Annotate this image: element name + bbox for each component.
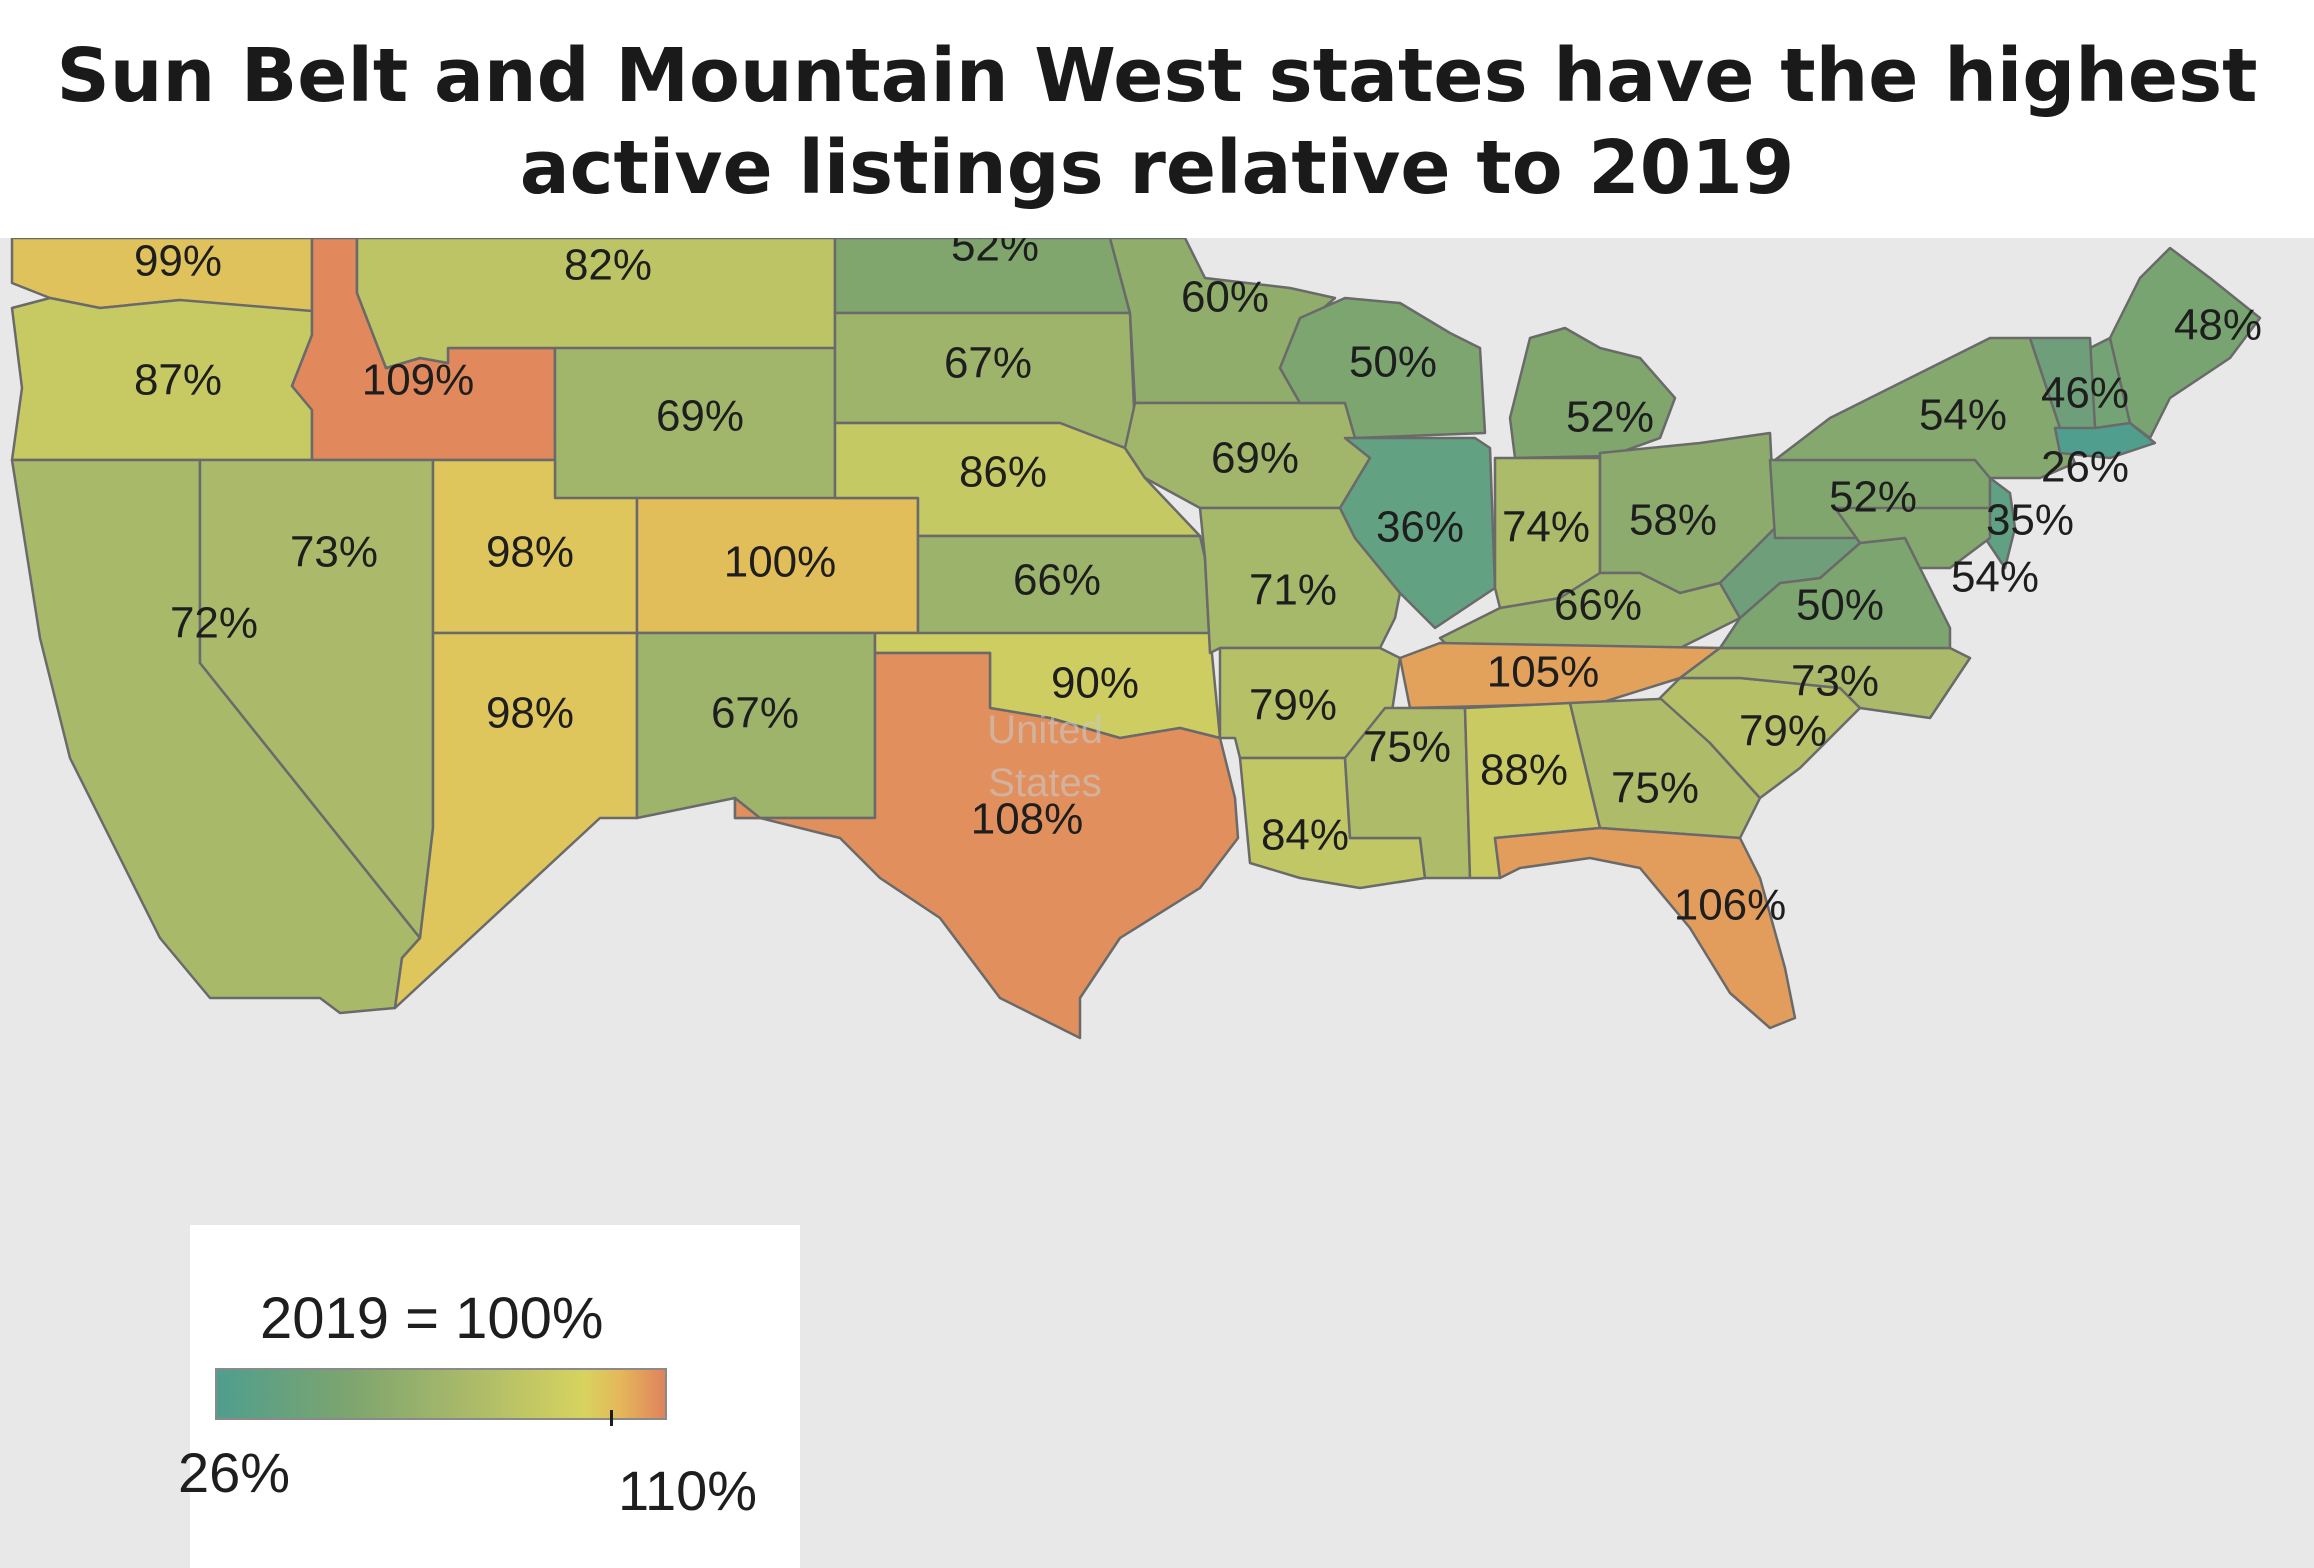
state-label-wa: 99%: [134, 238, 222, 286]
state-label-nd: 52%: [951, 238, 1039, 271]
state-label-md: 54%: [1951, 553, 2039, 602]
state-label-nm: 67%: [711, 689, 799, 738]
state-label-mi: 52%: [1566, 393, 1654, 442]
state-label-il: 36%: [1376, 503, 1464, 552]
legend-max-label: 110%: [618, 1459, 758, 1522]
state-label-ne: 86%: [959, 448, 1047, 497]
state-label-id: 109%: [362, 356, 475, 405]
legend-color-bar: [215, 1368, 667, 1420]
state-label-co: 100%: [724, 538, 837, 587]
ghost-label-states: States: [988, 761, 1101, 805]
title-line-2: active listings relative to 2019: [519, 125, 1795, 211]
state-label-ia: 69%: [1211, 434, 1299, 483]
state-label-fl: 106%: [1674, 881, 1787, 930]
title-line-1: Sun Belt and Mountain West states have t…: [56, 33, 2258, 119]
state-label-nc: 73%: [1791, 657, 1879, 706]
state-label-va: 50%: [1796, 581, 1884, 630]
legend-tick-mark: [610, 1410, 613, 1426]
state-label-ky: 66%: [1554, 581, 1642, 630]
state-label-nj: 35%: [1986, 496, 2074, 545]
state-wi: [1278, 296, 1487, 440]
legend-title: 2019 = 100%: [260, 1286, 604, 1351]
state-label-wi: 50%: [1349, 338, 1437, 387]
state-label-oh: 58%: [1629, 496, 1717, 545]
us-choropleth-map: 99% 87% 72% 109% 73% 82% 69% 98% 98% 100% 67% 52% 67…: [0, 238, 2314, 1568]
state-tx: [733, 651, 1240, 1040]
state-label-tx: 108%: [971, 795, 1084, 844]
state-label-wy: 69%: [656, 392, 744, 441]
state-il: [1338, 436, 1497, 630]
legend-min-label: 26%: [178, 1441, 291, 1504]
state-label-in: 74%: [1502, 503, 1590, 552]
state-nc: [1678, 646, 1972, 720]
state-label-az: 98%: [486, 689, 574, 738]
state-me: [2108, 246, 2262, 440]
state-label-tn: 105%: [1487, 648, 1600, 697]
state-label-mn: 60%: [1181, 273, 1269, 322]
labels-layer: 99% 87% 72% 109% 73% 82% 69% 98% 98% 100% 67% 52% 67…: [134, 238, 2262, 930]
state-label-ca: 72%: [170, 599, 258, 648]
state-label-or: 87%: [134, 356, 222, 405]
state-label-ut: 98%: [486, 528, 574, 577]
state-fl: [1493, 826, 1797, 1030]
state-vt: [2028, 336, 2097, 430]
state-label-sc: 79%: [1739, 707, 1827, 756]
state-label-me: 48%: [2174, 301, 2262, 350]
state-label-pa: 52%: [1829, 473, 1917, 522]
state-label-ny: 54%: [1919, 391, 2007, 440]
state-label-ok: 90%: [1051, 659, 1139, 708]
state-label-ma: 26%: [2041, 443, 2129, 492]
ghost-label-united: United: [987, 708, 1103, 752]
state-label-ms: 75%: [1363, 723, 1451, 772]
state-md: [1833, 506, 1992, 570]
state-label-la: 84%: [1261, 811, 1349, 860]
state-label-mo: 71%: [1249, 566, 1337, 615]
state-label-al: 88%: [1480, 746, 1568, 795]
states-layer: [10, 238, 2262, 1040]
state-label-mt: 82%: [564, 241, 652, 290]
state-label-ks: 66%: [1013, 556, 1101, 605]
state-label-nh: 46%: [2041, 369, 2129, 418]
state-label-nv: 73%: [290, 528, 378, 577]
map-title: Sun Belt and Mountain West states have t…: [0, 30, 2314, 214]
state-label-ga: 75%: [1611, 764, 1699, 813]
state-label-sd: 67%: [944, 339, 1032, 388]
state-label-ar: 79%: [1249, 681, 1337, 730]
